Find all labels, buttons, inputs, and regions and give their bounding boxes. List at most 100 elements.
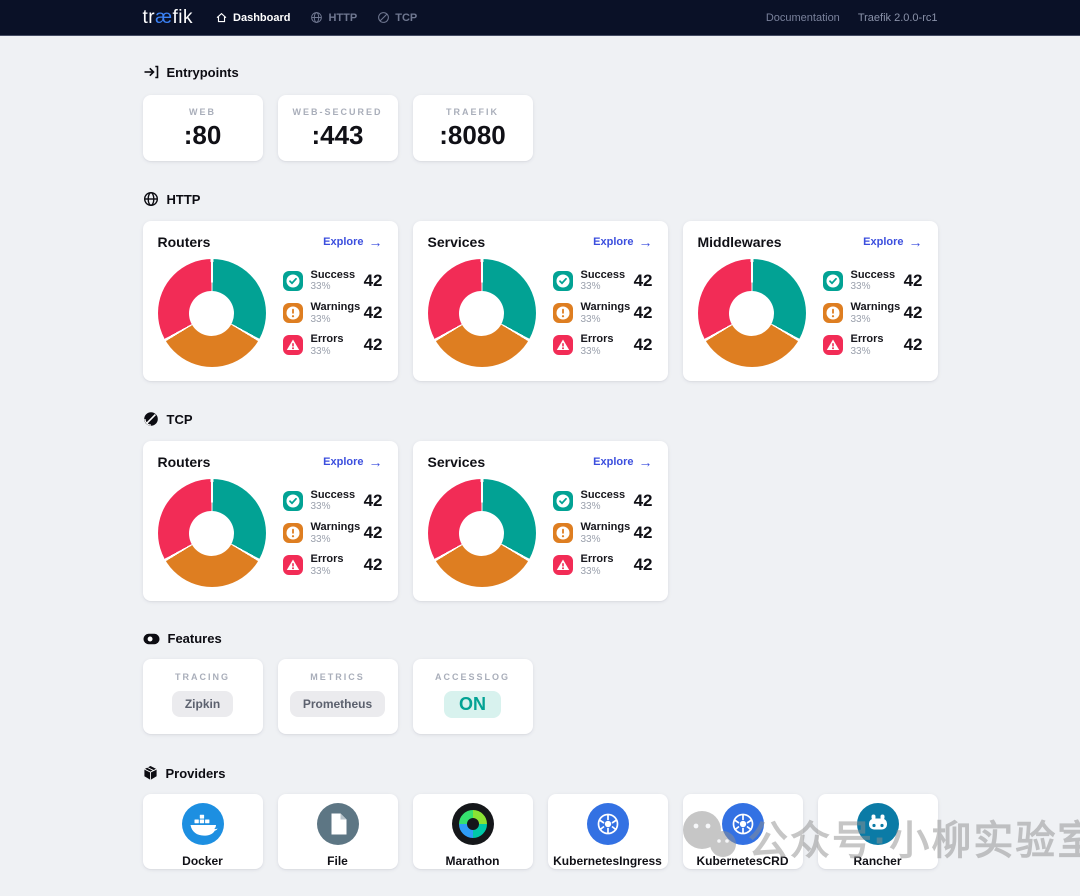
traefik-logo[interactable]: træfik — [143, 7, 194, 29]
http-cards-grid: Routers Explore → Success 33% 42 Warnings 3… — [142, 221, 938, 381]
provider-name: Rancher — [853, 854, 902, 868]
donut-chart — [697, 259, 806, 367]
success-check-icon — [822, 270, 843, 291]
explore-link[interactable]: Explore → — [863, 234, 923, 250]
error-triangle-icon — [552, 555, 573, 576]
logo-text-2: fik — [172, 6, 194, 28]
entrypoints-section-header: Entrypoints — [143, 64, 938, 80]
nav-label-http: HTTP — [328, 11, 358, 24]
legend-count: 42 — [633, 555, 653, 575]
arrow-right-icon: → — [368, 234, 383, 250]
explore-link[interactable]: Explore → — [593, 234, 653, 250]
provider-name: File — [327, 854, 348, 868]
providers-section-header: Providers — [143, 765, 938, 781]
warning-exclamation-icon — [552, 522, 573, 543]
legend-count: 42 — [363, 270, 383, 290]
legend-count: 42 — [363, 302, 383, 322]
error-triangle-icon — [822, 335, 843, 356]
entrypoint-card-traefik: TRAEFIK :8080 — [412, 95, 533, 161]
warning-exclamation-icon — [282, 522, 303, 543]
explore-link[interactable]: Explore → — [323, 234, 383, 250]
explore-link[interactable]: Explore → — [593, 454, 653, 470]
feature-value-badge: Prometheus — [289, 691, 386, 717]
nav-item-tcp[interactable]: TCP — [377, 11, 417, 24]
explore-link[interactable]: Explore → — [323, 454, 383, 470]
section-title: HTTP — [166, 191, 201, 207]
feature-name: METRICS — [310, 672, 365, 682]
nav-item-dashboard[interactable]: Dashboard — [215, 11, 290, 24]
error-triangle-icon — [282, 335, 303, 356]
entrypoint-name: WEB-SECURED — [292, 107, 383, 117]
toggle-icon — [142, 633, 160, 645]
legend-count: 42 — [633, 270, 653, 290]
legend-item-errors: Errors 33% 42 — [552, 333, 653, 357]
nav-label-dashboard: Dashboard — [233, 11, 291, 24]
section-title: Features — [167, 631, 222, 646]
success-check-icon — [552, 490, 573, 511]
marathon-icon — [451, 803, 494, 849]
legend-count: 42 — [363, 522, 383, 542]
feature-card-tracing: TRACING Zipkin — [142, 659, 263, 734]
provider-card-marathon: Marathon — [412, 794, 533, 869]
features-section-header: Features — [142, 631, 938, 646]
error-triangle-icon — [552, 335, 573, 356]
legend-item-errors: Errors 33% 42 — [282, 553, 383, 577]
legend-item-warnings: Warnings 33% 42 — [282, 301, 383, 325]
card-title: Middlewares — [697, 234, 782, 250]
feature-card-metrics: METRICS Prometheus — [277, 659, 398, 734]
provider-name: Docker — [182, 854, 223, 868]
donut-chart — [427, 259, 536, 367]
legend-item-success: Success 33% 42 — [822, 269, 923, 293]
top-navbar: træfik Dashboard HTTP TCP — [0, 0, 1080, 36]
legend-item-success: Success 33% 42 — [282, 489, 383, 513]
entrypoint-card-web: WEB :80 — [142, 95, 263, 161]
tcp-section-header: TCP — [143, 411, 938, 427]
version-label: Traefik 2.0.0-rc1 — [857, 11, 938, 24]
entrypoint-name: WEB — [189, 107, 216, 117]
provider-name: Marathon — [445, 854, 500, 868]
kubernetes-icon — [586, 803, 629, 849]
section-title: Providers — [165, 765, 226, 781]
docker-icon — [181, 803, 224, 849]
legend-count: 42 — [363, 555, 383, 575]
tcp-circle-icon — [143, 411, 159, 427]
tcp-circle-icon — [377, 11, 390, 24]
card-title: Routers — [157, 454, 211, 470]
legend-count: 42 — [903, 302, 923, 322]
nav-links: Dashboard HTTP TCP — [215, 11, 417, 24]
provider-card-kubernetes-crd: KubernetesCRD — [682, 794, 803, 869]
donut-chart — [157, 259, 266, 367]
legend-item-errors: Errors 33% 42 — [282, 333, 383, 357]
http-services-card: Services Explore → Success 33% 42 Warnings… — [412, 221, 668, 381]
legend-item-success: Success 33% 42 — [552, 489, 653, 513]
warning-exclamation-icon — [552, 302, 573, 323]
warning-exclamation-icon — [822, 302, 843, 323]
legend-item-warnings: Warnings 33% 42 — [282, 521, 383, 545]
entrypoint-port: :80 — [183, 120, 222, 150]
provider-card-docker: Docker — [142, 794, 263, 869]
provider-card-rancher: Rancher — [817, 794, 938, 869]
legend-count: 42 — [633, 522, 653, 542]
legend-item-warnings: Warnings 33% 42 — [552, 301, 653, 325]
nav-item-http[interactable]: HTTP — [310, 11, 357, 24]
http-middlewares-card: Middlewares Explore → Success 33% 42 Warni… — [682, 221, 938, 381]
success-check-icon — [282, 270, 303, 291]
card-title: Services — [427, 454, 486, 470]
documentation-link[interactable]: Documentation — [765, 11, 840, 24]
section-title: Entrypoints — [166, 64, 239, 80]
legend-count: 42 — [903, 335, 923, 355]
legend-item-errors: Errors 33% 42 — [552, 553, 653, 577]
success-check-icon — [552, 270, 573, 291]
provider-card-kubernetes-ingress: KubernetesIngress — [547, 794, 668, 869]
arrow-right-icon: → — [368, 454, 383, 470]
feature-card-accesslog: ACCESSLOG ON — [412, 659, 533, 734]
chart-legend: Success 33% 42 Warnings 33% 42 Errors 33% 4… — [552, 267, 653, 359]
donut-chart — [157, 479, 266, 587]
rancher-icon — [856, 803, 899, 849]
logo-text: tr — [142, 6, 156, 28]
chart-legend: Success 33% 42 Warnings 33% 42 Errors 33% 4… — [282, 487, 383, 579]
arrow-right-icon: → — [638, 454, 653, 470]
tcp-services-card: Services Explore → Success 33% 42 Warnings… — [412, 441, 668, 601]
package-cube-icon — [143, 765, 158, 781]
chart-legend: Success 33% 42 Warnings 33% 42 Errors 33% 4… — [552, 487, 653, 579]
